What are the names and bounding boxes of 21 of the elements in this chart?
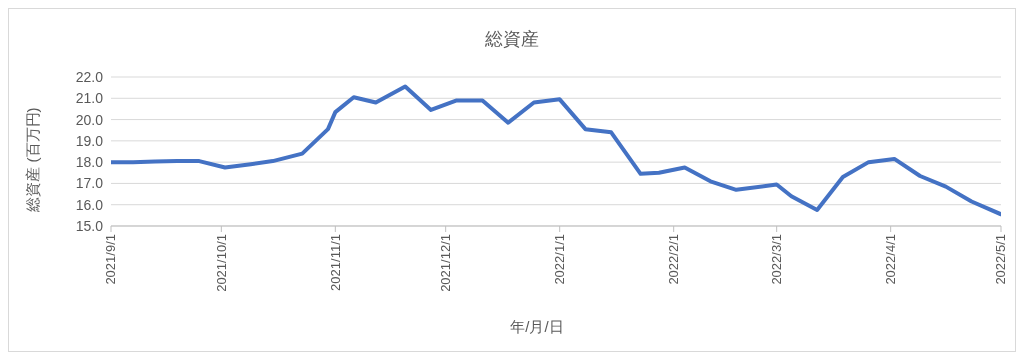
x-tick-label: 2022/5/1 [993,234,1009,285]
x-tick-label: 2021/12/1 [437,234,453,292]
x-tick-label: 2021/10/1 [213,234,229,292]
y-axis-title: 総資産 (百万円) [23,106,42,212]
x-tick-label: 2022/1/1 [551,234,567,285]
y-tick-label: 20.0 [75,111,104,128]
x-tick-label: 2021/11/1 [327,234,343,291]
y-tick-label: 18.0 [75,154,104,171]
x-tick-label: 2021/9/1 [103,234,119,285]
y-tick-label: 22.0 [75,68,104,85]
y-tick-label: 16.0 [75,196,104,213]
y-tick-label: 19.0 [75,132,104,149]
x-tick-label: 2022/2/1 [665,234,681,285]
y-tick-label: 15.0 [75,217,104,234]
x-tick-label: 2022/4/1 [882,234,898,285]
x-axis-title: 年/月/日 [509,318,565,337]
y-tick-label: 21.0 [75,90,104,107]
y-tick-label: 17.0 [75,175,104,192]
chart-title: 総資産 [484,28,540,51]
x-tick-label: 2022/3/1 [768,234,784,285]
line-series [111,84,1001,217]
